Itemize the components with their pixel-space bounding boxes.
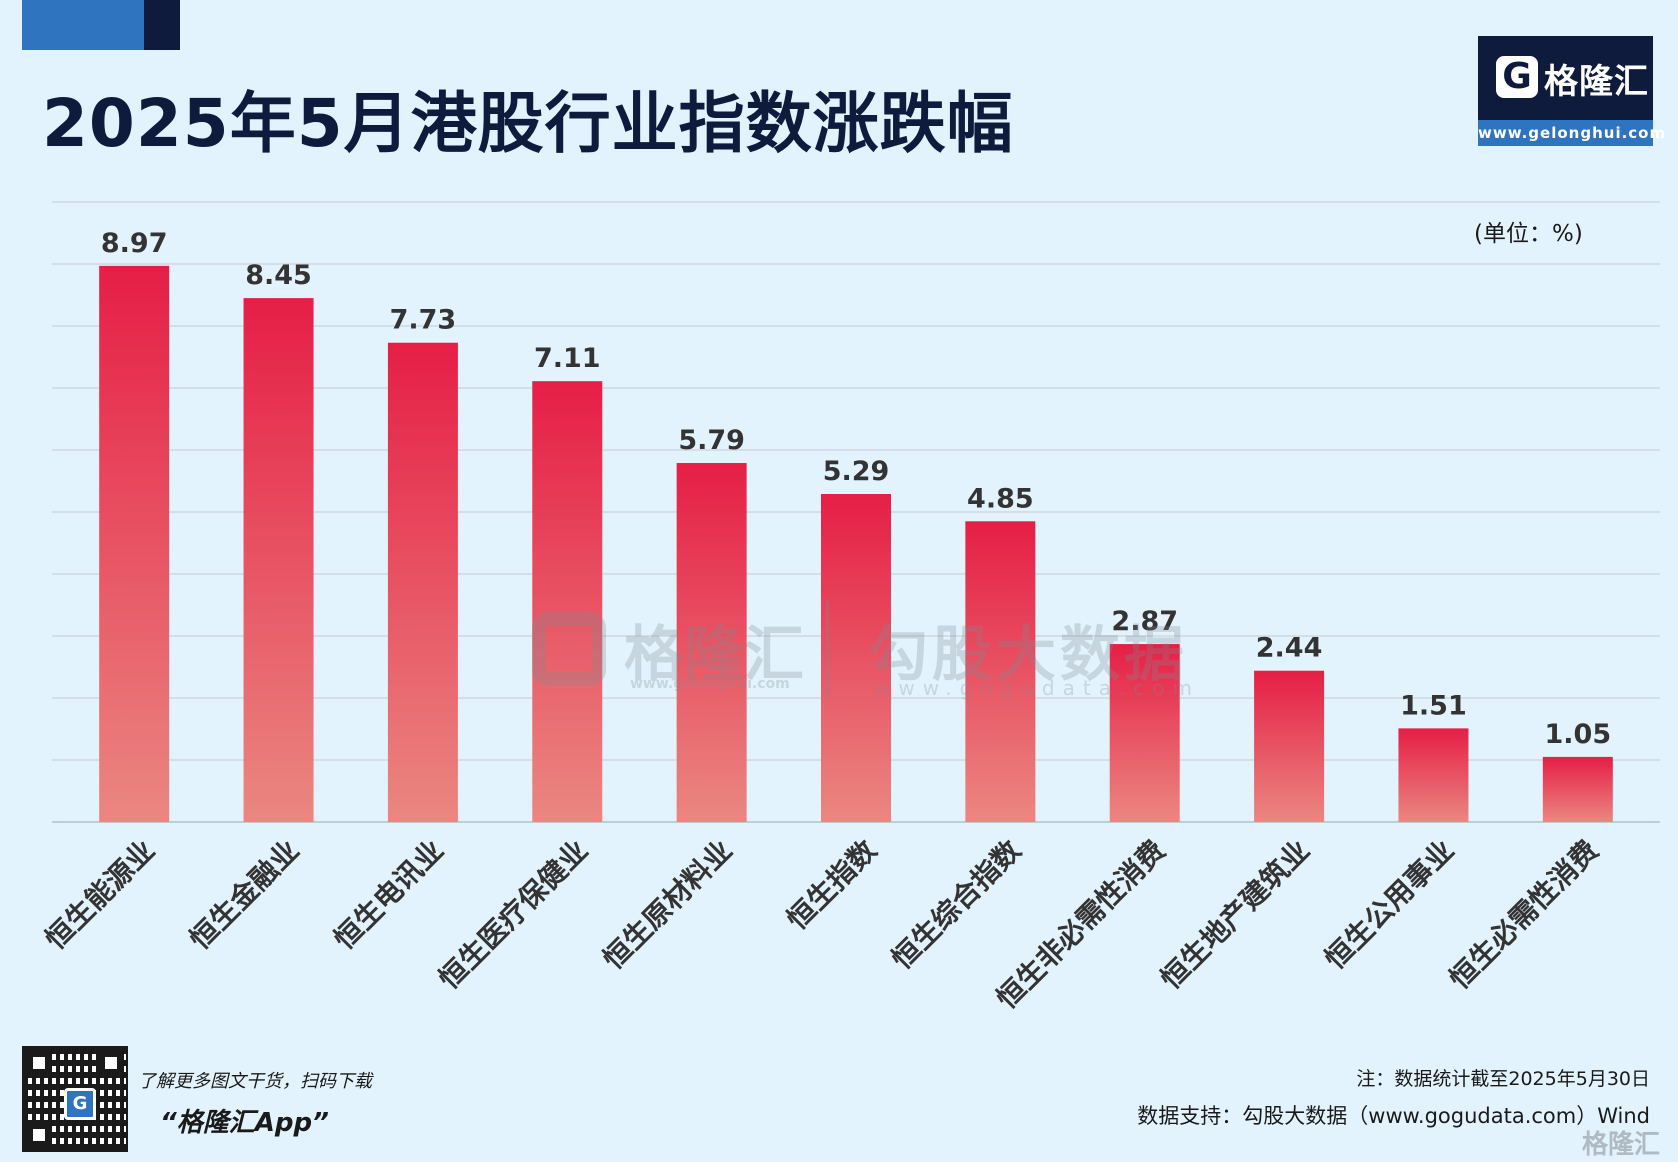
category-label-1: 恒生能源业 <box>39 834 161 956</box>
category-label-3: 恒生电讯业 <box>328 834 450 956</box>
bar-chart: 8.97 8.45 7.73 7.11 5.79 5.29 4.85 2.87 2.44 1.51… <box>39 201 1660 1015</box>
qr-logo-icon: G <box>64 1088 96 1120</box>
bar-6 <box>821 494 891 822</box>
corner-accent-dark <box>144 0 180 50</box>
bar-2 <box>243 298 314 823</box>
category-label-4: 恒生医疗保健业 <box>432 834 594 996</box>
data-label-10: 1.51 <box>1400 690 1467 721</box>
bar-1 <box>99 265 170 822</box>
data-label-3: 7.73 <box>390 305 457 336</box>
data-label-9: 2.44 <box>1256 633 1323 664</box>
promo-text: 了解更多图文干货，扫码下载 <box>138 1071 372 1092</box>
promo-app-name: “格隆汇App” <box>160 1108 329 1138</box>
bottom-watermark: 格隆汇 <box>1581 1130 1660 1160</box>
category-label-6: 恒生指数 <box>780 833 883 936</box>
unit-label: (单位：%) <box>1474 221 1583 247</box>
data-label-4: 7.11 <box>534 343 601 374</box>
category-label-10: 恒生公用事业 <box>1318 834 1460 976</box>
data-label-7: 4.85 <box>967 483 1034 514</box>
data-label-2: 8.45 <box>245 260 312 291</box>
logo-name: 格隆汇 <box>1544 62 1649 102</box>
category-label-7: 恒生综合指数 <box>885 833 1028 976</box>
data-source: 数据支持：勾股大数据（www.gogudata.com）Wind <box>1137 1104 1650 1128</box>
bar-9 <box>1254 670 1325 822</box>
qr-code: G <box>22 1046 128 1152</box>
data-label-5: 5.79 <box>678 425 745 456</box>
data-note: 注：数据统计截至2025年5月30日 <box>1356 1068 1650 1090</box>
logo-g-icon: G <box>1496 56 1538 98</box>
qr-eye-top-left <box>28 1052 50 1074</box>
category-label-11: 恒生必需性消费 <box>1443 834 1605 996</box>
category-label-9: 恒生地产建筑业 <box>1154 834 1316 996</box>
category-label-5: 恒生原材料业 <box>596 834 738 976</box>
bar-5 <box>676 463 747 822</box>
page-title: 2025年5月港股行业指数涨跌幅 <box>42 85 1014 162</box>
bar-4 <box>532 381 603 822</box>
data-label-1: 8.97 <box>101 228 168 259</box>
qr-eye-top-right <box>100 1052 122 1074</box>
data-label-6: 5.29 <box>823 456 890 487</box>
data-label-11: 1.05 <box>1545 719 1612 750</box>
corner-accent-blue <box>22 0 144 50</box>
bar-8 <box>1109 644 1180 822</box>
category-label-2: 恒生金融业 <box>183 834 305 956</box>
qr-eye-bottom-left <box>28 1124 50 1146</box>
bar-7 <box>965 521 1036 822</box>
bar-10 <box>1398 728 1469 822</box>
brand-logo: G 格隆汇 www.gelonghui.com <box>1478 36 1665 146</box>
bar-11 <box>1542 756 1613 822</box>
bar-3 <box>387 342 458 822</box>
data-label-8: 2.87 <box>1111 606 1178 637</box>
logo-url: www.gelonghui.com <box>1478 120 1665 146</box>
